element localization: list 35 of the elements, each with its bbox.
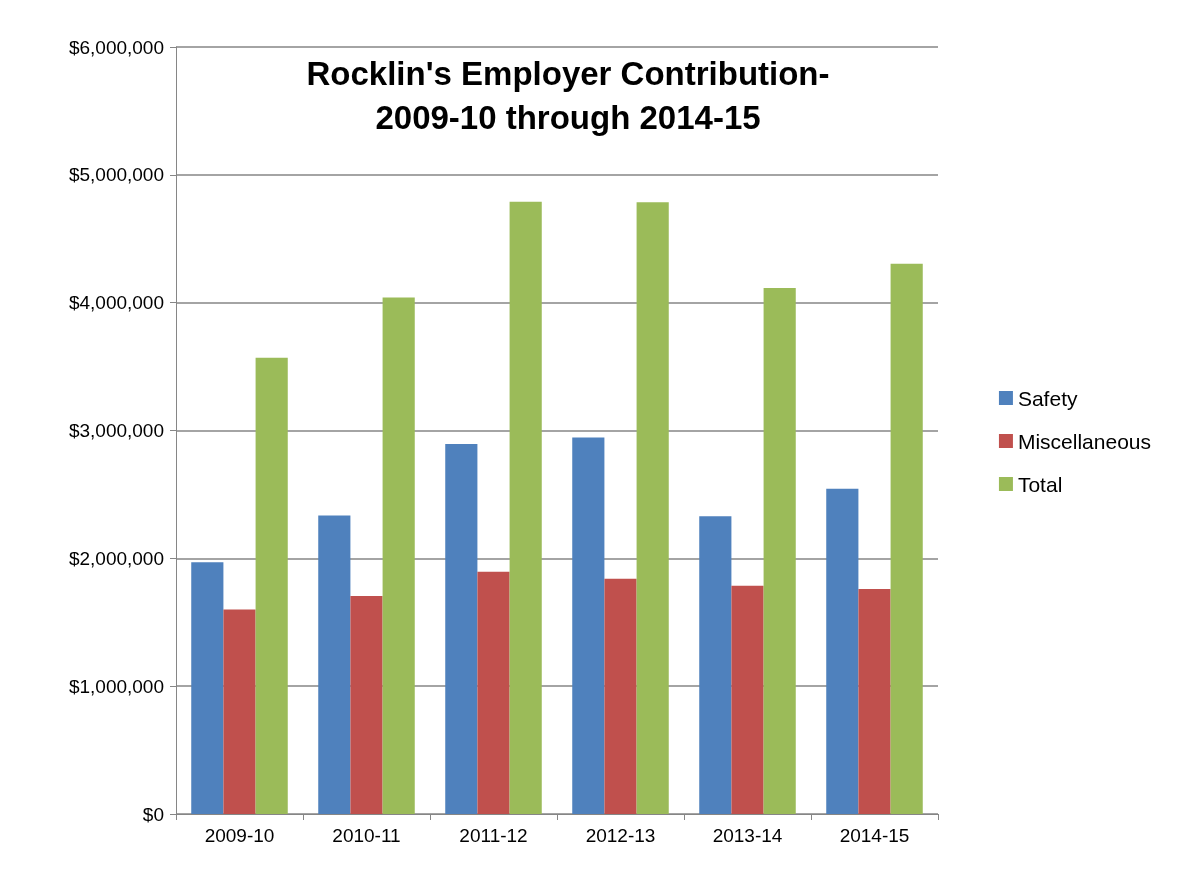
x-tick-label: 2011-12 <box>459 825 528 846</box>
y-tick-label: $0 <box>142 803 164 825</box>
y-tick-label: $5,000,000 <box>68 164 164 186</box>
bar <box>890 263 923 814</box>
bar <box>858 589 891 814</box>
x-tick-label: 2009-10 <box>204 825 275 846</box>
x-tick-label: 2012-13 <box>585 825 656 846</box>
x-tick-label: 2014-15 <box>839 825 910 846</box>
bar <box>509 201 542 814</box>
y-tick-label: $1,000,000 <box>68 675 164 697</box>
y-tick-label: $4,000,000 <box>68 292 164 314</box>
bar <box>572 437 605 814</box>
y-tick-label: $6,000,000 <box>68 36 164 58</box>
bar <box>636 202 669 814</box>
bar <box>191 562 224 814</box>
bar <box>318 515 351 814</box>
bar <box>763 287 796 814</box>
x-tick-label: 2013-14 <box>712 825 783 846</box>
legend-label: Miscellaneous <box>1017 429 1152 453</box>
bar <box>731 585 764 814</box>
y-tick-label: $2,000,000 <box>68 547 164 569</box>
x-tick-label: 2010-11 <box>332 825 401 846</box>
bar <box>826 488 859 814</box>
bar <box>223 609 256 814</box>
bar <box>477 571 510 814</box>
bar <box>350 596 383 814</box>
bar <box>445 443 478 814</box>
text: Rocklin's Employer Contribution- 2009-10 through 2014-15 <box>306 54 830 136</box>
bar <box>604 578 637 814</box>
bar <box>382 297 415 814</box>
legend-label: Safety <box>1017 386 1078 410</box>
bar <box>699 516 732 814</box>
y-tick-label: $3,000,000 <box>68 420 164 441</box>
legend-label: Total <box>1017 472 1063 496</box>
bar <box>255 357 288 814</box>
